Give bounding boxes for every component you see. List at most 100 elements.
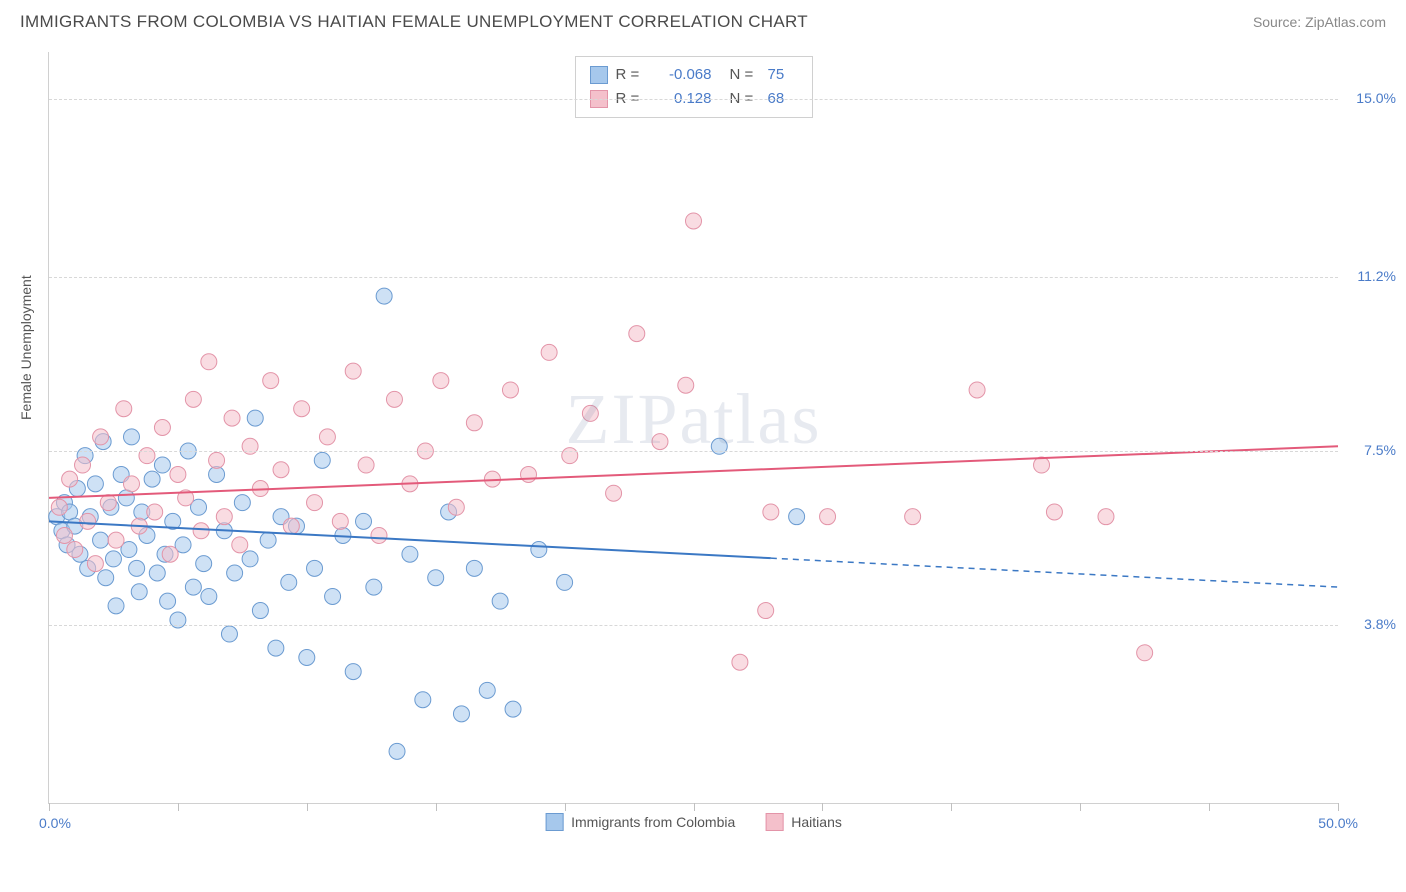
trend-line bbox=[49, 446, 1338, 498]
x-tick bbox=[951, 803, 952, 811]
scatter-point bbox=[170, 466, 186, 482]
chart-title: IMMIGRANTS FROM COLOMBIA VS HAITIAN FEMA… bbox=[20, 12, 808, 32]
scatter-point bbox=[492, 593, 508, 609]
grid-line bbox=[49, 625, 1338, 626]
scatter-point bbox=[154, 420, 170, 436]
y-tick-label: 11.2% bbox=[1357, 268, 1396, 284]
scatter-point bbox=[87, 556, 103, 572]
x-tick bbox=[565, 803, 566, 811]
scatter-point bbox=[376, 288, 392, 304]
scatter-point bbox=[51, 499, 67, 515]
scatter-point bbox=[75, 457, 91, 473]
scatter-point bbox=[242, 551, 258, 567]
y-axis-label: Female Unemployment bbox=[18, 275, 34, 420]
scatter-point bbox=[224, 410, 240, 426]
scatter-point bbox=[221, 626, 237, 642]
chart-plot-area: R = -0.068 N = 75 R = 0.128 N = 68 ZIPat… bbox=[48, 52, 1338, 804]
scatter-point bbox=[234, 495, 250, 511]
grid-line bbox=[49, 451, 1338, 452]
grid-line bbox=[49, 277, 1338, 278]
scatter-point bbox=[582, 405, 598, 421]
scatter-point bbox=[232, 537, 248, 553]
scatter-point bbox=[820, 509, 836, 525]
scatter-point bbox=[453, 706, 469, 722]
scatter-point bbox=[252, 603, 268, 619]
scatter-point bbox=[479, 682, 495, 698]
scatter-point bbox=[201, 354, 217, 370]
x-tick bbox=[436, 803, 437, 811]
x-tick bbox=[1338, 803, 1339, 811]
scatter-point bbox=[67, 542, 83, 558]
series-legend: Immigrants from Colombia Haitians bbox=[545, 813, 842, 831]
y-tick-label: 7.5% bbox=[1364, 442, 1396, 458]
scatter-point bbox=[652, 434, 668, 450]
scatter-point bbox=[227, 565, 243, 581]
scatter-point bbox=[154, 457, 170, 473]
scatter-point bbox=[319, 429, 335, 445]
scatter-point bbox=[606, 485, 622, 501]
grid-line bbox=[49, 99, 1338, 100]
scatter-point bbox=[131, 584, 147, 600]
scatter-point bbox=[56, 527, 72, 543]
scatter-point bbox=[144, 471, 160, 487]
legend-r-value-colombia: -0.068 bbox=[652, 63, 712, 87]
scatter-point bbox=[557, 574, 573, 590]
legend-n-label: N = bbox=[730, 63, 760, 87]
scatter-point bbox=[105, 551, 121, 567]
scatter-point bbox=[415, 692, 431, 708]
scatter-point bbox=[185, 579, 201, 595]
scatter-point bbox=[273, 462, 289, 478]
scatter-point bbox=[678, 377, 694, 393]
scatter-point bbox=[160, 593, 176, 609]
x-tick bbox=[694, 803, 695, 811]
legend-r-label: R = bbox=[616, 63, 644, 87]
scatter-point bbox=[260, 532, 276, 548]
legend-label-haitians: Haitians bbox=[791, 814, 842, 830]
scatter-point bbox=[294, 401, 310, 417]
x-tick bbox=[307, 803, 308, 811]
scatter-point bbox=[93, 532, 109, 548]
correlation-legend: R = -0.068 N = 75 R = 0.128 N = 68 bbox=[575, 56, 813, 118]
scatter-point bbox=[129, 560, 145, 576]
x-tick bbox=[822, 803, 823, 811]
legend-n-value-colombia: 75 bbox=[768, 63, 798, 87]
scatter-point bbox=[162, 546, 178, 562]
scatter-point bbox=[502, 382, 518, 398]
scatter-point bbox=[1137, 645, 1153, 661]
legend-item-haitians: Haitians bbox=[765, 813, 842, 831]
scatter-point bbox=[531, 542, 547, 558]
scatter-point bbox=[371, 527, 387, 543]
legend-swatch-colombia bbox=[590, 66, 608, 84]
scatter-point bbox=[147, 504, 163, 520]
scatter-point bbox=[281, 574, 297, 590]
scatter-point bbox=[732, 654, 748, 670]
scatter-point bbox=[201, 588, 217, 604]
scatter-point bbox=[428, 570, 444, 586]
scatter-point bbox=[196, 556, 212, 572]
scatter-point bbox=[686, 213, 702, 229]
x-tick bbox=[49, 803, 50, 811]
scatter-point bbox=[905, 509, 921, 525]
scatter-point bbox=[80, 513, 96, 529]
scatter-point bbox=[358, 457, 374, 473]
scatter-point bbox=[345, 363, 361, 379]
scatter-point bbox=[1034, 457, 1050, 473]
source-attribution: Source: ZipAtlas.com bbox=[1253, 14, 1386, 30]
scatter-point bbox=[541, 344, 557, 360]
legend-label-colombia: Immigrants from Colombia bbox=[571, 814, 735, 830]
scatter-point bbox=[789, 509, 805, 525]
scatter-point bbox=[345, 664, 361, 680]
scatter-point bbox=[332, 513, 348, 529]
scatter-point bbox=[116, 401, 132, 417]
scatter-point bbox=[389, 743, 405, 759]
x-tick bbox=[1209, 803, 1210, 811]
x-tick bbox=[178, 803, 179, 811]
legend-swatch-haitians bbox=[765, 813, 783, 831]
scatter-point bbox=[62, 471, 78, 487]
scatter-point bbox=[386, 391, 402, 407]
scatter-point bbox=[325, 588, 341, 604]
scatter-point bbox=[307, 495, 323, 511]
x-tick bbox=[1080, 803, 1081, 811]
scatter-point bbox=[123, 429, 139, 445]
scatter-point bbox=[1046, 504, 1062, 520]
